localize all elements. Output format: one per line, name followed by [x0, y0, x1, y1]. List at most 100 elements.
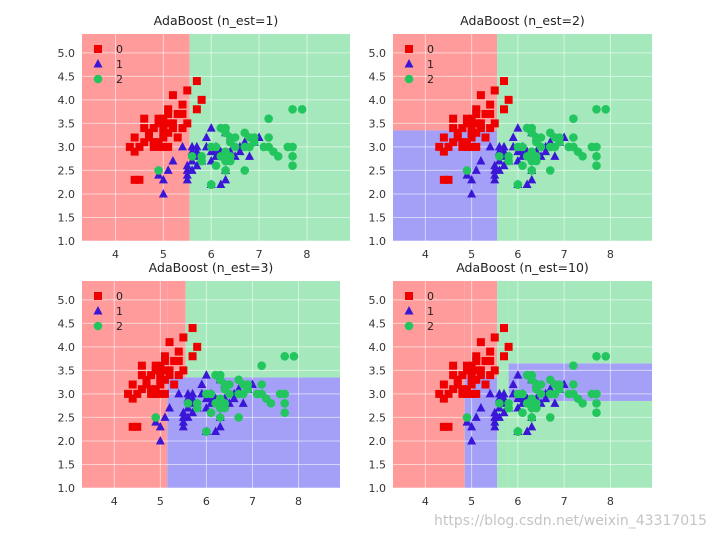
point-class-0	[472, 375, 481, 384]
point-class-0	[156, 380, 165, 389]
point-class-1	[174, 388, 184, 398]
region-class-2	[508, 281, 652, 364]
point-class-0	[159, 142, 168, 151]
point-class-1	[188, 388, 198, 398]
legend-label: 0	[116, 290, 123, 303]
point-class-2	[266, 399, 276, 408]
point-class-0	[168, 119, 177, 128]
point-class-1	[499, 388, 509, 398]
point-class-1	[182, 174, 192, 184]
point-class-0	[439, 380, 448, 389]
y-tick-label: 3.5	[369, 364, 387, 377]
point-class-2	[257, 361, 266, 370]
point-class-1	[467, 421, 477, 431]
point-class-2	[225, 380, 234, 389]
point-class-0	[160, 375, 169, 384]
y-tick-label: 4.5	[369, 70, 387, 83]
point-class-0	[486, 371, 495, 380]
point-class-0	[197, 95, 206, 104]
point-class-2	[555, 133, 564, 142]
legend-marker-1	[404, 306, 414, 315]
point-class-1	[490, 170, 500, 179]
point-class-2	[264, 114, 273, 123]
legend-label: 1	[116, 305, 123, 318]
point-class-2	[536, 133, 546, 142]
y-tick-label: 1.0	[58, 482, 76, 495]
x-tick-label: 7	[256, 248, 263, 261]
point-class-2	[297, 104, 307, 114]
y-tick-label: 2.5	[58, 411, 76, 424]
region-class-2	[497, 281, 509, 488]
point-class-0	[137, 361, 146, 370]
y-tick-label: 4.5	[369, 317, 387, 330]
scatter-points	[435, 77, 611, 198]
legend-label: 1	[427, 305, 434, 318]
point-class-0	[151, 361, 160, 370]
point-class-2	[578, 399, 587, 408]
point-class-1	[163, 165, 173, 174]
scatter-points	[435, 324, 611, 445]
point-class-1	[467, 174, 477, 184]
point-class-1	[201, 370, 211, 379]
point-class-1	[494, 165, 504, 174]
legend-marker-2	[404, 321, 414, 331]
point-class-0	[486, 124, 495, 133]
point-class-0	[188, 324, 197, 333]
point-class-0	[467, 375, 476, 384]
region-class-0	[393, 281, 465, 488]
point-class-0	[458, 138, 467, 147]
point-class-0	[164, 119, 173, 128]
legend-label: 2	[427, 320, 434, 333]
point-class-0	[467, 371, 476, 380]
point-class-2	[532, 399, 541, 408]
point-class-0	[504, 95, 513, 104]
x-tick-label: 8	[295, 495, 302, 508]
point-class-0	[481, 109, 490, 118]
point-class-1	[197, 379, 207, 388]
legend-label: 0	[116, 43, 123, 56]
point-class-2	[545, 389, 555, 399]
point-class-0	[164, 109, 173, 118]
point-class-2	[280, 399, 290, 408]
y-tick-label: 4.5	[58, 70, 76, 83]
y-tick-label: 4.5	[58, 317, 76, 330]
panel-4: AdaBoost (n_est=10) 4 5 6 7 8 1.0 1.5 2.0 2.5 3.0 3…	[369, 260, 652, 508]
point-class-2	[226, 152, 235, 161]
point-class-0	[130, 133, 139, 142]
point-class-0	[164, 105, 173, 114]
legend-marker-1	[93, 306, 103, 315]
point-class-1	[216, 179, 226, 189]
y-tick-label: 2.5	[369, 411, 387, 424]
point-class-2	[183, 399, 193, 408]
point-class-2	[202, 427, 211, 436]
point-class-0	[156, 389, 165, 398]
point-class-0	[467, 128, 476, 137]
point-class-0	[476, 124, 485, 133]
point-class-2	[527, 413, 537, 422]
point-class-0	[463, 142, 471, 151]
point-class-0	[164, 142, 173, 151]
point-class-0	[133, 389, 142, 398]
y-tick-label: 3.0	[58, 141, 76, 154]
point-class-1	[192, 160, 202, 170]
point-class-2	[527, 370, 537, 380]
y-tick-label: 5.0	[58, 47, 76, 60]
point-class-0	[188, 352, 197, 361]
point-class-0	[183, 86, 192, 95]
point-class-2	[545, 142, 555, 152]
point-class-2	[240, 142, 250, 152]
point-class-2	[273, 152, 283, 161]
point-class-0	[193, 342, 202, 351]
legend-label: 0	[427, 290, 434, 303]
point-class-1	[471, 412, 481, 421]
panel-1: AdaBoost (n_est=1) 4 5 6 7 8 1.0 1.5 2.0 2.5 3.0 3.…	[58, 13, 350, 261]
point-class-0	[467, 124, 476, 133]
point-class-1	[206, 123, 216, 132]
point-class-1	[508, 379, 518, 388]
point-class-0	[154, 138, 163, 147]
point-class-1	[192, 141, 202, 151]
y-tick-label: 5.0	[369, 47, 387, 60]
point-class-2	[569, 361, 578, 370]
x-tick-label: 6	[514, 495, 521, 508]
point-class-2	[234, 389, 243, 399]
